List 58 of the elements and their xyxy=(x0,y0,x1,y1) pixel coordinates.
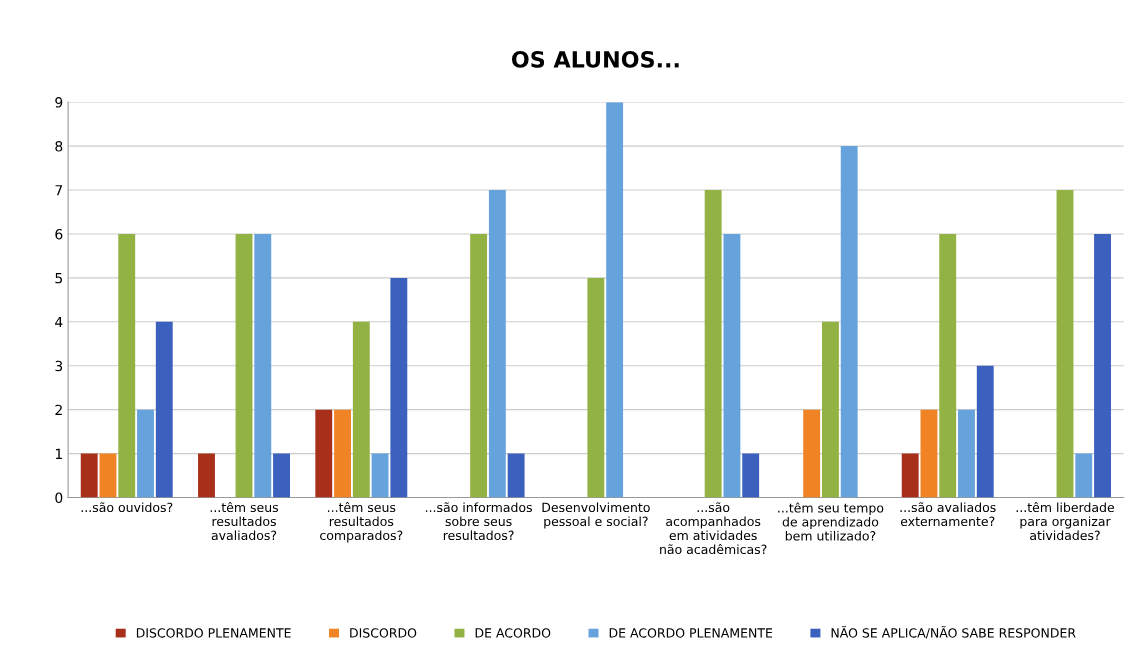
bar xyxy=(723,233,741,498)
x-tick-label: ...são avaliados externamente? xyxy=(900,502,996,527)
bar xyxy=(137,409,154,498)
bar xyxy=(840,146,858,498)
bar xyxy=(920,409,938,498)
y-tick-label: 4 xyxy=(55,316,63,328)
bar xyxy=(742,453,760,498)
bar xyxy=(99,453,117,498)
y-tick-label: 3 xyxy=(55,360,63,372)
x-tick-label: ...têm seus resultados comparados? xyxy=(320,501,403,543)
bar xyxy=(606,102,624,498)
x-tick-label: ...são informados sobre seus resultados? xyxy=(425,502,532,541)
bar xyxy=(901,453,919,498)
x-tick-label: ...têm seus resultados avaliados? xyxy=(210,501,279,541)
bar xyxy=(273,453,290,498)
y-tick-label: 9 xyxy=(55,97,63,108)
bar xyxy=(470,233,488,498)
bar xyxy=(822,321,839,498)
bar xyxy=(118,233,136,498)
bar xyxy=(352,321,370,498)
y-tick-label: 0 xyxy=(55,492,63,504)
x-tick-label: ...têm seu tempo de aprendizado bem utilizado? xyxy=(778,502,884,541)
bar xyxy=(803,409,821,498)
x-tick-label: Desenvolvimento pessoal e social? xyxy=(542,502,650,529)
bar xyxy=(704,190,722,498)
x-tick-label: ...têm liberdade para organizar atividades? xyxy=(1016,501,1115,541)
bar xyxy=(80,453,98,498)
y-tick-label: 6 xyxy=(55,228,63,240)
bar xyxy=(587,277,605,498)
bar xyxy=(507,453,525,498)
bar xyxy=(371,453,389,498)
bar xyxy=(315,409,333,498)
bar xyxy=(390,277,408,498)
y-tick-label: 8 xyxy=(55,141,63,152)
y-tick-label: 1 xyxy=(55,448,62,459)
bar xyxy=(976,365,994,498)
bar xyxy=(939,233,957,498)
y-tick-label: 7 xyxy=(55,185,63,196)
bar xyxy=(235,233,253,498)
legend-label: DE ACORDO xyxy=(475,628,551,638)
bar xyxy=(254,233,272,498)
chart-title: OS ALUNOS... xyxy=(511,50,679,68)
bar xyxy=(334,409,351,498)
legend-label: DISCORDO PLENAMENTE xyxy=(136,628,291,638)
bar xyxy=(1075,453,1093,498)
bar xyxy=(1094,233,1111,498)
bar xyxy=(155,321,173,498)
bar xyxy=(958,409,975,498)
legend-label: DISCORDO xyxy=(350,628,417,638)
legend-label: NÃO SE APLICA/NÃO SABE RESPONDER xyxy=(831,625,1076,639)
legend-label: DE ACORDO PLENAMENTE xyxy=(609,628,773,638)
bar xyxy=(488,190,506,498)
y-tick-label: 2 xyxy=(55,404,62,415)
bar xyxy=(1056,190,1074,498)
x-tick-label: ...são acompanhados em atividades não acadêmicas? xyxy=(660,502,767,555)
x-tick-label: ...são ouvidos? xyxy=(81,502,173,513)
bar xyxy=(198,453,215,498)
y-tick-label: 5 xyxy=(55,273,63,284)
